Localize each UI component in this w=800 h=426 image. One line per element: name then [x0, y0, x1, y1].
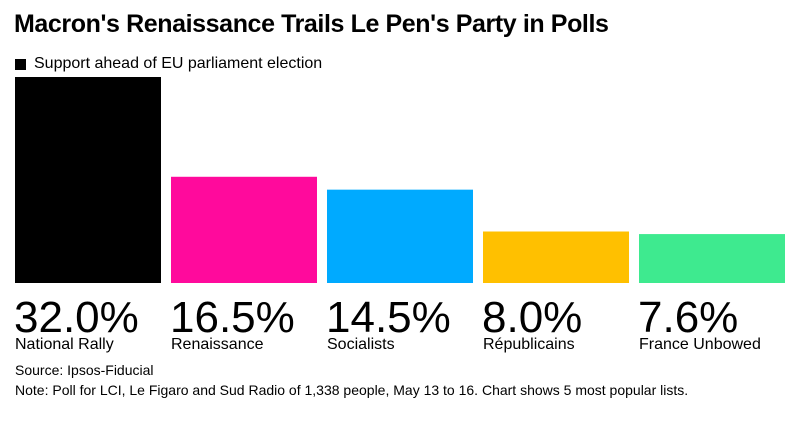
category-label-4: France Unbowed	[639, 336, 761, 353]
legend: Support ahead of EU parliament election	[15, 55, 322, 73]
bar-1	[171, 176, 317, 283]
bar-chart: 32.0%National Rally 16.5%Renaissance 14.5%…	[14, 77, 785, 353]
bar-3	[483, 231, 629, 283]
category-label-3: Républicains	[483, 336, 575, 353]
category-label-2: Socialists	[327, 336, 395, 353]
bar-2	[327, 189, 473, 283]
value-label-1: 16.5%	[170, 293, 295, 342]
value-label-3: 8.0%	[482, 293, 582, 342]
note-text: Note: Poll for LCI, Le Figaro and Sud Ra…	[15, 382, 689, 398]
value-label-4: 7.6%	[638, 293, 738, 342]
category-label-0: National Rally	[15, 336, 114, 353]
legend-label: Support ahead of EU parliament election	[34, 55, 323, 72]
legend-swatch	[15, 58, 26, 70]
bar-4	[639, 234, 785, 283]
source-text: Source: Ipsos-Fiducial	[15, 362, 154, 378]
value-label-2: 14.5%	[326, 293, 451, 342]
category-label-1: Renaissance	[171, 336, 264, 353]
value-label-0: 32.0%	[14, 293, 139, 342]
bar-0	[15, 77, 161, 283]
chart-title: Macron's Renaissance Trails Le Pen's Par…	[14, 10, 609, 38]
